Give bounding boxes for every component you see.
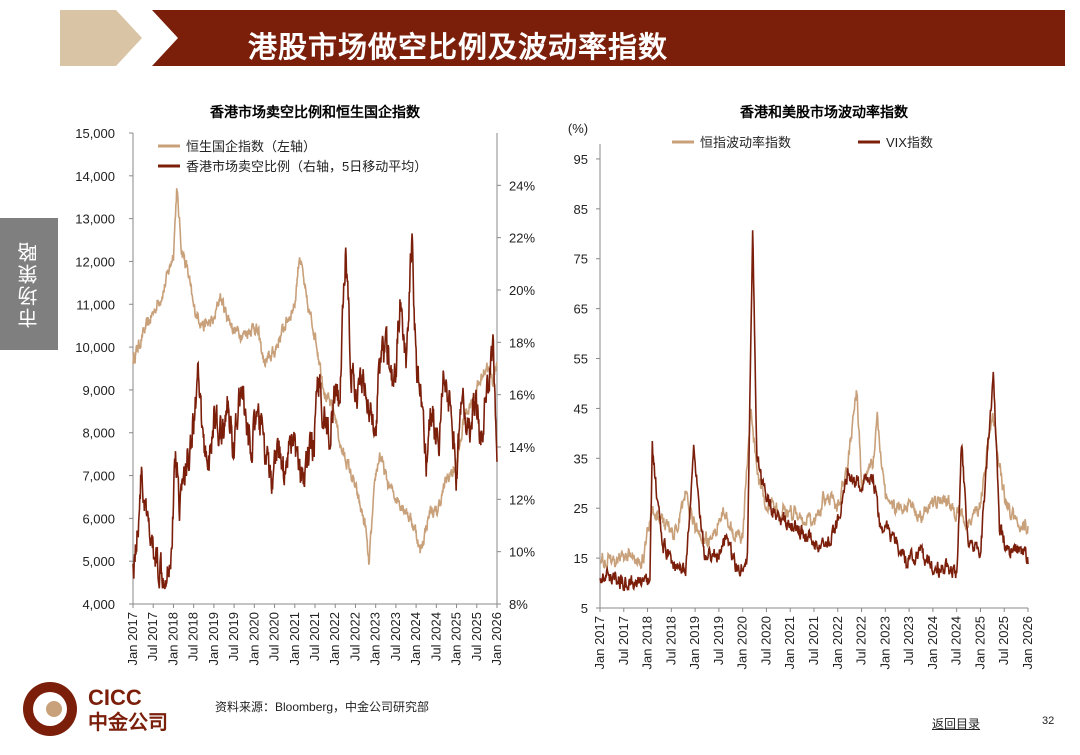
series-line-vhsi <box>599 390 1029 570</box>
right-y-tick-label: 14% <box>509 440 535 455</box>
y-tick-label: 15 <box>574 551 588 566</box>
x-tick-label: Jul 2018 <box>663 616 678 665</box>
x-tick-label: Jan 2017 <box>592 616 607 670</box>
back-to-contents-link[interactable]: 返回目录 <box>932 717 981 731</box>
y-tick-label: 5 <box>581 601 588 616</box>
left-chart: 香港市场卖空比例和恒生国企指数 4,000 5,000 6,000 7,000 8,000… <box>75 104 535 666</box>
x-tick-label: Jan 2019 <box>687 616 702 670</box>
right-y-tick-label: 20% <box>509 283 535 298</box>
left-y-tick-label: 6,000 <box>82 511 115 526</box>
x-tick-label: Jul 2023 <box>901 616 916 665</box>
left-y-tick-label: 4,000 <box>82 597 115 612</box>
left-y-tick-label: 15,000 <box>75 126 115 141</box>
x-tick-label: Jan 2025 <box>972 616 987 670</box>
x-tick-label: Jul 2022 <box>347 612 362 661</box>
x-tick-label: Jul 2023 <box>388 612 403 661</box>
y-tick-label: 45 <box>574 401 588 416</box>
x-tick-label: Jan 2023 <box>877 616 892 670</box>
side-section-tab: 市场策略 <box>0 218 58 350</box>
legend-label: VIX指数 <box>886 135 933 150</box>
legend-background <box>150 136 476 176</box>
y-unit-label: (%) <box>568 121 588 136</box>
legend-label: 香港市场卖空比例（右轴，5日移动平均） <box>186 159 427 174</box>
source-note: 资料来源：Bloomberg，中金公司研究部 <box>215 700 430 714</box>
x-tick-label: Jan 2022 <box>327 612 342 666</box>
right-chart-title: 香港和美股市场波动率指数 <box>739 104 909 120</box>
right-y-tick-label: 18% <box>509 335 535 350</box>
y-tick-label: 75 <box>574 252 588 267</box>
logo-name: 中金公司 <box>88 710 168 734</box>
x-tick-label: Jan 2024 <box>925 616 940 670</box>
x-tick-label: Jul 2017 <box>616 616 631 665</box>
x-tick-label: Jan 2026 <box>489 612 504 666</box>
x-tick-label: Jan 2018 <box>165 612 180 666</box>
y-tick-label: 65 <box>574 302 588 317</box>
left-chart-title: 香港市场卖空比例和恒生国企指数 <box>209 104 421 120</box>
x-tick-label: Jul 2024 <box>428 612 443 661</box>
x-tick-label: Jul 2020 <box>267 612 282 661</box>
logo-letters: CICC <box>88 685 142 710</box>
left-y-tick-label: 8,000 <box>82 426 115 441</box>
y-tick-label: 35 <box>574 451 588 466</box>
x-tick-label: Jul 2025 <box>996 616 1011 665</box>
left-y-tick-label: 14,000 <box>75 169 115 184</box>
x-tick-label: Jan 2020 <box>735 616 750 670</box>
header-band <box>152 10 1065 66</box>
series-line-short-ratio <box>132 233 498 590</box>
right-y-tick-label: 10% <box>509 545 535 560</box>
x-tick-label: Jul 2019 <box>226 612 241 661</box>
left-y-tick-label: 5,000 <box>82 554 115 569</box>
x-tick-label: Jul 2021 <box>307 612 322 661</box>
x-tick-label: Jan 2023 <box>368 612 383 666</box>
y-tick-label: 85 <box>574 202 588 217</box>
series-line-hscei <box>132 188 498 565</box>
left-y-tick-label: 7,000 <box>82 469 115 484</box>
cicc-logo: CICC 中金公司 <box>23 682 168 736</box>
right-y-tick-label: 22% <box>509 231 535 246</box>
right-y-tick-label: 24% <box>509 178 535 193</box>
left-y-tick-label: 12,000 <box>75 254 115 269</box>
x-tick-label: Jan 2018 <box>640 616 655 670</box>
x-tick-label: Jan 2020 <box>246 612 261 666</box>
header-bar: 港股市场做空比例及波动率指数 <box>60 10 1065 66</box>
page-title: 港股市场做空比例及波动率指数 <box>248 32 669 64</box>
y-tick-label: 55 <box>574 352 588 367</box>
x-tick-label: Jan 2019 <box>206 612 221 666</box>
x-tick-label: Jan 2022 <box>830 616 845 670</box>
x-tick-label: Jul 2020 <box>758 616 773 665</box>
x-tick-label: Jul 2024 <box>949 616 964 665</box>
x-tick-label: Jan 2017 <box>125 612 140 666</box>
page-number: 32 <box>1042 715 1055 727</box>
x-tick-label: Jan 2025 <box>449 612 464 666</box>
series-line-vix <box>599 230 1029 592</box>
x-tick-label: Jan 2026 <box>1020 616 1035 670</box>
x-tick-label: Jan 2021 <box>782 616 797 670</box>
x-tick-label: Jul 2021 <box>806 616 821 665</box>
right-y-tick-label: 8% <box>509 597 528 612</box>
x-tick-label: Jul 2019 <box>711 616 726 665</box>
logo-emblem-icon <box>23 682 77 736</box>
x-tick-label: Jul 2022 <box>854 616 869 665</box>
y-tick-label: 95 <box>574 152 588 167</box>
right-y-tick-label: 12% <box>509 492 535 507</box>
legend-label: 恒指波动率指数 <box>700 135 791 150</box>
right-chart: 香港和美股市场波动率指数 (%) 5 15 25 35 45 55 65 75 85 95 Jan 20… <box>568 104 1035 670</box>
x-tick-label: Jan 2024 <box>408 612 423 666</box>
left-y-tick-label: 11,000 <box>76 297 115 312</box>
header-shape <box>60 10 1065 66</box>
x-tick-label: Jul 2017 <box>145 612 160 661</box>
y-tick-label: 25 <box>574 501 588 516</box>
legend-label: 恒生国企指数（左轴） <box>186 139 316 154</box>
x-tick-label: Jul 2018 <box>186 612 201 661</box>
left-y-tick-label: 10,000 <box>75 340 115 355</box>
left-y-tick-label: 13,000 <box>75 212 115 227</box>
left-y-tick-label: 9,000 <box>82 383 115 398</box>
x-tick-label: Jan 2021 <box>287 612 302 666</box>
right-y-tick-label: 16% <box>509 388 535 403</box>
header-chevron <box>60 10 142 66</box>
x-tick-label: Jul 2025 <box>469 612 484 661</box>
